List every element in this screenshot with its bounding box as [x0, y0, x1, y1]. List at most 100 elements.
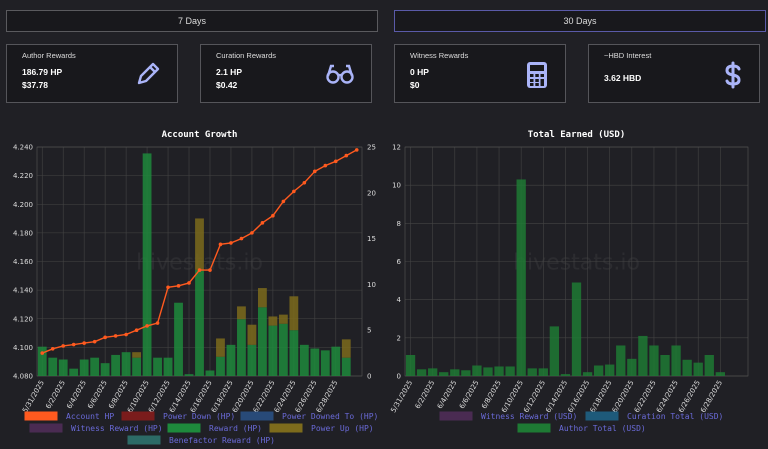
- y-tick-label: 6: [397, 258, 402, 266]
- point: [82, 341, 86, 345]
- bar: [216, 356, 225, 376]
- bar: [439, 372, 449, 376]
- bar: [341, 339, 351, 358]
- y-tick-label: 0: [397, 373, 401, 381]
- x-tick-label: 6/28/2025: [699, 379, 724, 414]
- bar: [310, 348, 320, 376]
- point: [302, 180, 307, 185]
- bar: [226, 344, 236, 376]
- bar: [527, 368, 537, 376]
- point: [61, 344, 66, 348]
- bar: [320, 350, 330, 376]
- range-button[interactable]: 7 Days: [6, 10, 378, 32]
- legend-swatch: [29, 423, 63, 433]
- y-tick-label: 4.180: [13, 229, 33, 237]
- bar: [483, 367, 493, 376]
- bar: [90, 357, 100, 376]
- point: [50, 347, 55, 351]
- point: [187, 281, 191, 285]
- y2-tick-label: 5: [367, 327, 371, 335]
- legend-label: Power Up (HP): [311, 424, 374, 433]
- y-tick-label: 4.220: [13, 172, 33, 180]
- bar: [582, 372, 593, 376]
- bar: [289, 330, 299, 376]
- point: [333, 159, 338, 164]
- y-tick-label: 10: [392, 182, 401, 190]
- x-tick-label: 6/18/2025: [589, 379, 614, 414]
- y-tick-label: 4.080: [13, 373, 33, 381]
- x-tick-label: 6/8/2025: [107, 379, 130, 410]
- bar: [247, 344, 257, 376]
- bar: [549, 326, 560, 376]
- point: [134, 328, 139, 333]
- point: [103, 335, 107, 340]
- point: [71, 342, 76, 347]
- y-tick-label: 4.140: [13, 287, 33, 295]
- calculator-icon: [527, 62, 547, 88]
- card-value: $37.78: [22, 80, 48, 90]
- bar: [627, 358, 637, 376]
- bar: [682, 359, 692, 376]
- bar: [142, 153, 152, 376]
- bar: [616, 345, 626, 376]
- chart-title: Account Growth: [162, 130, 238, 140]
- legend-label: Power Downed To (HP): [282, 412, 378, 421]
- legend-swatch: [24, 411, 58, 421]
- point: [124, 332, 128, 337]
- x-tick-label: 6/4/2025: [436, 379, 459, 410]
- card-label: Witness Rewards: [410, 51, 469, 60]
- card: Witness Rewards 0 HP $0: [394, 44, 566, 103]
- bar: [258, 307, 267, 376]
- bar: [538, 368, 548, 376]
- bar: [593, 365, 604, 376]
- bar: [450, 369, 460, 376]
- point: [313, 169, 317, 174]
- bar: [111, 354, 121, 376]
- y-tick-label: 2: [397, 334, 401, 342]
- point: [292, 189, 296, 194]
- bar: [58, 359, 68, 376]
- bar: [416, 369, 427, 376]
- bar: [184, 374, 194, 376]
- bar: [605, 364, 615, 376]
- x-tick-label: 6/10/2025: [500, 379, 525, 414]
- bar: [571, 282, 582, 376]
- card-value: 2.1 HP: [216, 67, 242, 77]
- point: [145, 324, 149, 328]
- bar: [163, 357, 173, 376]
- bar: [405, 355, 416, 376]
- x-tick-label: 6/8/2025: [480, 379, 503, 410]
- x-tick-label: 6/20/2025: [611, 379, 636, 414]
- bar: [671, 345, 681, 376]
- legend-label: Power Down (HP): [163, 412, 235, 421]
- x-tick-label: 5/31/2025: [389, 379, 414, 414]
- x-tick-label: 6/6/2025: [86, 379, 109, 410]
- bar: [132, 357, 141, 376]
- legend-swatch: [269, 423, 303, 433]
- bar: [216, 338, 225, 357]
- legend-swatch: [240, 411, 274, 421]
- card-label: Curation Rewards: [216, 51, 277, 60]
- point: [250, 231, 254, 235]
- bar: [247, 324, 257, 345]
- bar: [237, 306, 246, 320]
- dollar-icon: [725, 61, 741, 89]
- x-tick-label: 6/2/2025: [44, 379, 67, 410]
- x-tick-label: 6/16/2025: [566, 379, 591, 414]
- point: [166, 285, 170, 290]
- card-value: 0 HP: [410, 67, 429, 77]
- point: [113, 334, 118, 338]
- point: [40, 351, 45, 355]
- point: [281, 199, 286, 204]
- point: [176, 284, 181, 288]
- chart-title: Total Earned (USD): [528, 130, 626, 140]
- y2-tick-label: 0: [367, 373, 371, 381]
- point: [155, 321, 160, 325]
- point: [271, 213, 275, 218]
- y-tick-label: 12: [392, 144, 401, 152]
- legend-swatch: [439, 411, 473, 421]
- legend-label: Author Total (USD): [559, 424, 646, 433]
- y-tick-label: 4.120: [13, 315, 33, 323]
- y-tick-label: 4: [397, 296, 402, 304]
- range-button[interactable]: 30 Days: [394, 10, 766, 32]
